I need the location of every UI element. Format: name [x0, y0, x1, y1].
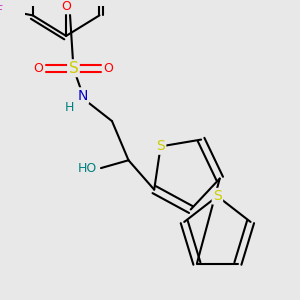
Text: S: S [69, 61, 78, 76]
Text: N: N [77, 88, 88, 103]
Text: HO: HO [78, 162, 97, 175]
Text: O: O [61, 0, 71, 13]
Text: S: S [156, 140, 165, 153]
Text: O: O [103, 62, 113, 75]
Text: F: F [0, 4, 3, 17]
Text: O: O [34, 62, 44, 75]
Text: S: S [213, 189, 222, 203]
Text: H: H [65, 101, 74, 114]
